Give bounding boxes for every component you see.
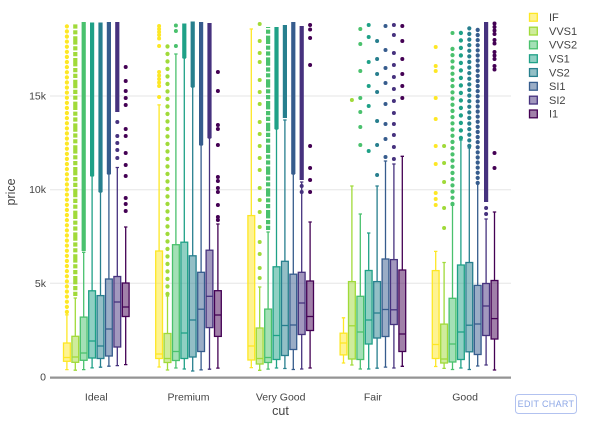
svg-text:I1: I1: [549, 109, 558, 121]
svg-text:15k: 15k: [29, 91, 47, 103]
svg-text:Good: Good: [452, 392, 478, 404]
svg-text:Fair: Fair: [364, 392, 383, 404]
svg-text:price: price: [4, 178, 18, 205]
svg-text:10k: 10k: [29, 184, 47, 196]
svg-text:cut: cut: [272, 404, 289, 418]
svg-text:0: 0: [40, 372, 46, 384]
svg-text:IF: IF: [549, 12, 559, 24]
svg-text:SI1: SI1: [549, 81, 566, 93]
svg-text:Very Good: Very Good: [256, 392, 306, 404]
svg-text:VVS2: VVS2: [549, 40, 577, 52]
svg-text:Premium: Premium: [167, 392, 209, 404]
svg-text:VVS1: VVS1: [549, 26, 577, 38]
svg-text:VS2: VS2: [549, 67, 570, 79]
svg-text:Ideal: Ideal: [85, 392, 108, 404]
svg-text:SI2: SI2: [549, 95, 566, 107]
svg-text:VS1: VS1: [549, 54, 570, 66]
svg-text:5k: 5k: [35, 278, 47, 290]
